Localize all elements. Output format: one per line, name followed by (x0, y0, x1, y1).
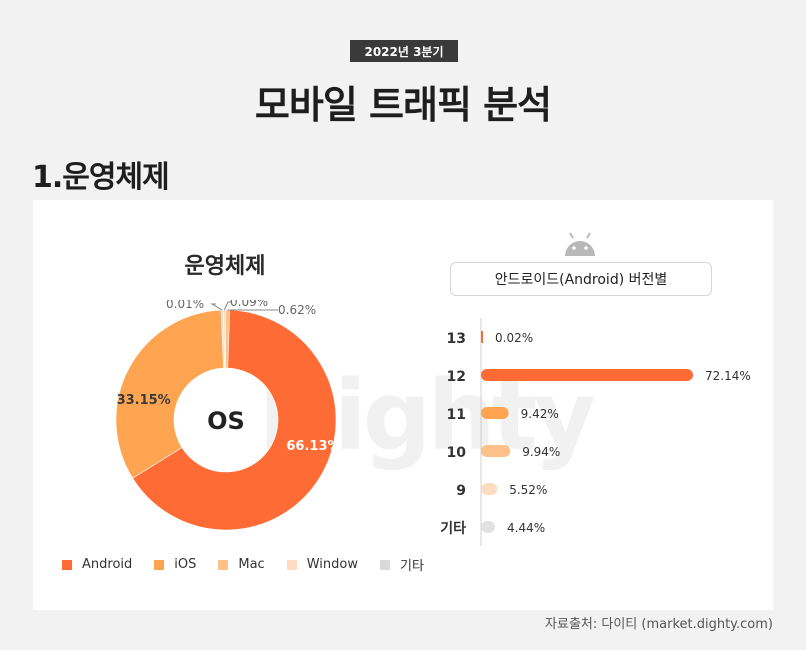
bar-9 (481, 483, 498, 495)
bar-category-label: 9 (456, 483, 466, 499)
pie-slice-android (132, 309, 337, 531)
legend-label: 기타 (399, 559, 424, 574)
pie-slice-ios (115, 309, 224, 479)
callout-label-window: 0.09% (230, 300, 268, 309)
legend-label: Android (82, 557, 133, 572)
bar-category-label: 기타 (440, 521, 466, 537)
donut-center-label: OS (207, 407, 245, 435)
bar-value-label: 72.14% (705, 369, 751, 383)
bar-10 (481, 445, 511, 457)
bar-value-label: 0.02% (495, 331, 533, 345)
bar-value-label: 9.42% (521, 407, 559, 421)
bar-category-label: 13 (447, 331, 466, 347)
page-title: 모바일 트래픽 분석 (254, 83, 552, 127)
legend-label: iOS (174, 557, 197, 572)
source-note: 자료출처: 다이티 (market.dighty.com) (545, 617, 773, 632)
legend-swatch (154, 559, 165, 570)
callout-label-mac: 0.62% (278, 303, 316, 317)
pie-chart-title: 운영체제 (184, 254, 266, 279)
bar-category-label: 10 (447, 445, 467, 461)
callout-line-window (223, 301, 232, 311)
bar-value-label: 5.52% (509, 483, 547, 497)
os-donut-chart: OS 66.13% 33.15% 0.01% 0.09% 0.62% (115, 300, 341, 531)
bar-category-label: 12 (447, 369, 466, 385)
android-version-bar-chart: 13 0.02% 12 72.14% 11 9.42% 10 9.94% 9 5.52% 기타 4.4… (440, 318, 751, 546)
bar-12 (481, 369, 693, 381)
bar-value-label: 9.94% (522, 445, 560, 459)
section-title: 1.운영체제 (32, 160, 170, 195)
bar-chart-title: 안드로이드(Android) 버전별 (450, 262, 712, 296)
period-badge: 2022년 3분기 (350, 40, 458, 62)
legend-item: Mac (218, 555, 265, 574)
legend-swatch (286, 559, 297, 570)
legend-swatch (218, 559, 229, 570)
bar-기타 (481, 521, 495, 533)
legend-label: Window (306, 557, 358, 572)
legend-swatch (62, 559, 72, 570)
legend-item: iOS (154, 555, 196, 574)
pie-slice-mac (225, 309, 231, 369)
legend-swatch (379, 559, 390, 570)
legend-label: Mac (238, 557, 265, 572)
bar-category-label: 11 (447, 407, 466, 423)
pie-legend: Android iOS Mac Window 기타 (62, 555, 446, 574)
android-icon (565, 232, 595, 256)
bar-value-label: 4.44% (507, 521, 545, 535)
legend-item: 기타 (379, 555, 424, 574)
callout-label-기타: 0.01% (166, 300, 204, 311)
slice-label-ios: 33.15% (117, 393, 171, 408)
bar-11 (481, 407, 509, 419)
slice-label-android: 66.13% (286, 439, 340, 454)
callout-line-기타 (210, 303, 223, 311)
bar-13 (481, 331, 483, 343)
legend-item: Window (286, 555, 358, 574)
legend-item: Android (62, 555, 132, 574)
